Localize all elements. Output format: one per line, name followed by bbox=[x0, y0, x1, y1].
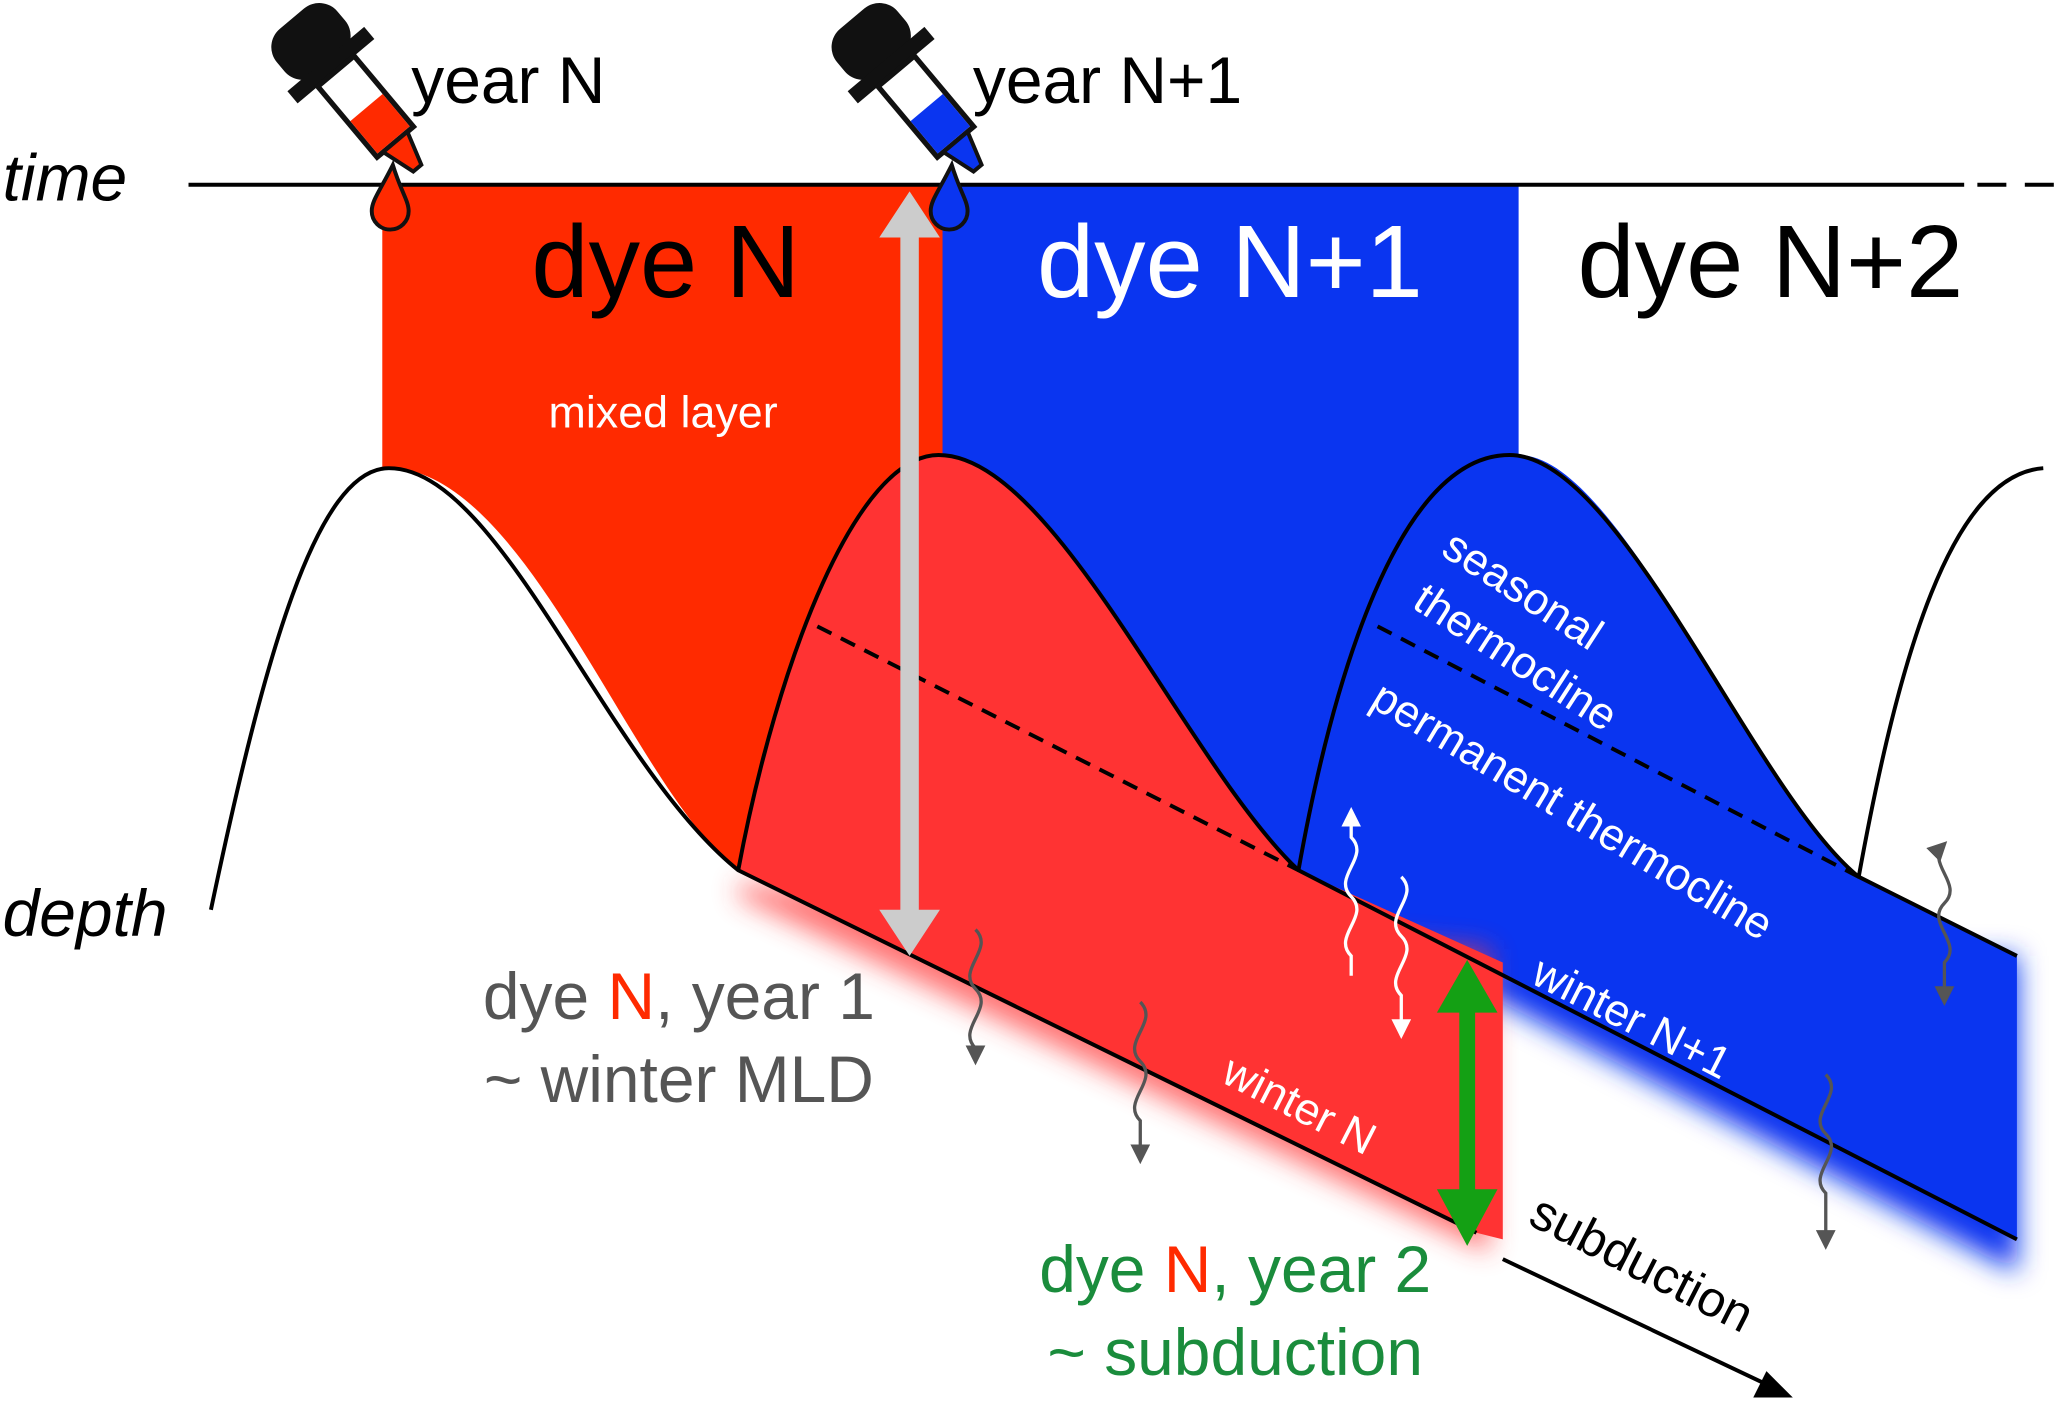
arrows bbox=[879, 191, 1955, 1398]
text: dye bbox=[483, 959, 608, 1033]
text: dye bbox=[1039, 1232, 1164, 1306]
drop-red bbox=[369, 159, 411, 232]
depth-label: depth bbox=[3, 876, 168, 950]
year1-label: dye N, year 1 bbox=[483, 959, 875, 1033]
column-label: dye N+1 bbox=[1037, 204, 1423, 319]
column-label: dye N+2 bbox=[1577, 204, 1963, 319]
drop-blue bbox=[928, 159, 970, 232]
blue-region bbox=[938, 184, 2017, 1240]
red-region bbox=[382, 184, 943, 871]
year2-label: dye N, year 2 bbox=[1039, 1232, 1431, 1306]
year-label: year N bbox=[411, 43, 605, 117]
text: N bbox=[607, 959, 655, 1033]
column-label: dye N bbox=[531, 204, 800, 319]
text: N bbox=[1164, 1232, 1212, 1306]
red-bell bbox=[738, 454, 1503, 1240]
region-label: mixed layer bbox=[549, 387, 778, 437]
time-label: time bbox=[3, 141, 128, 215]
dropper-red bbox=[271, 2, 424, 174]
text: , year 1 bbox=[655, 959, 875, 1033]
text: , year 2 bbox=[1211, 1232, 1431, 1306]
year1-label: ~ winter MLD bbox=[484, 1042, 874, 1116]
year2-label: ~ subduction bbox=[1047, 1315, 1423, 1389]
dropper-blue bbox=[831, 2, 984, 174]
year-label: year N+1 bbox=[973, 43, 1242, 117]
curves bbox=[188, 182, 2067, 1242]
subduction-label: subduction bbox=[1522, 1183, 1763, 1343]
